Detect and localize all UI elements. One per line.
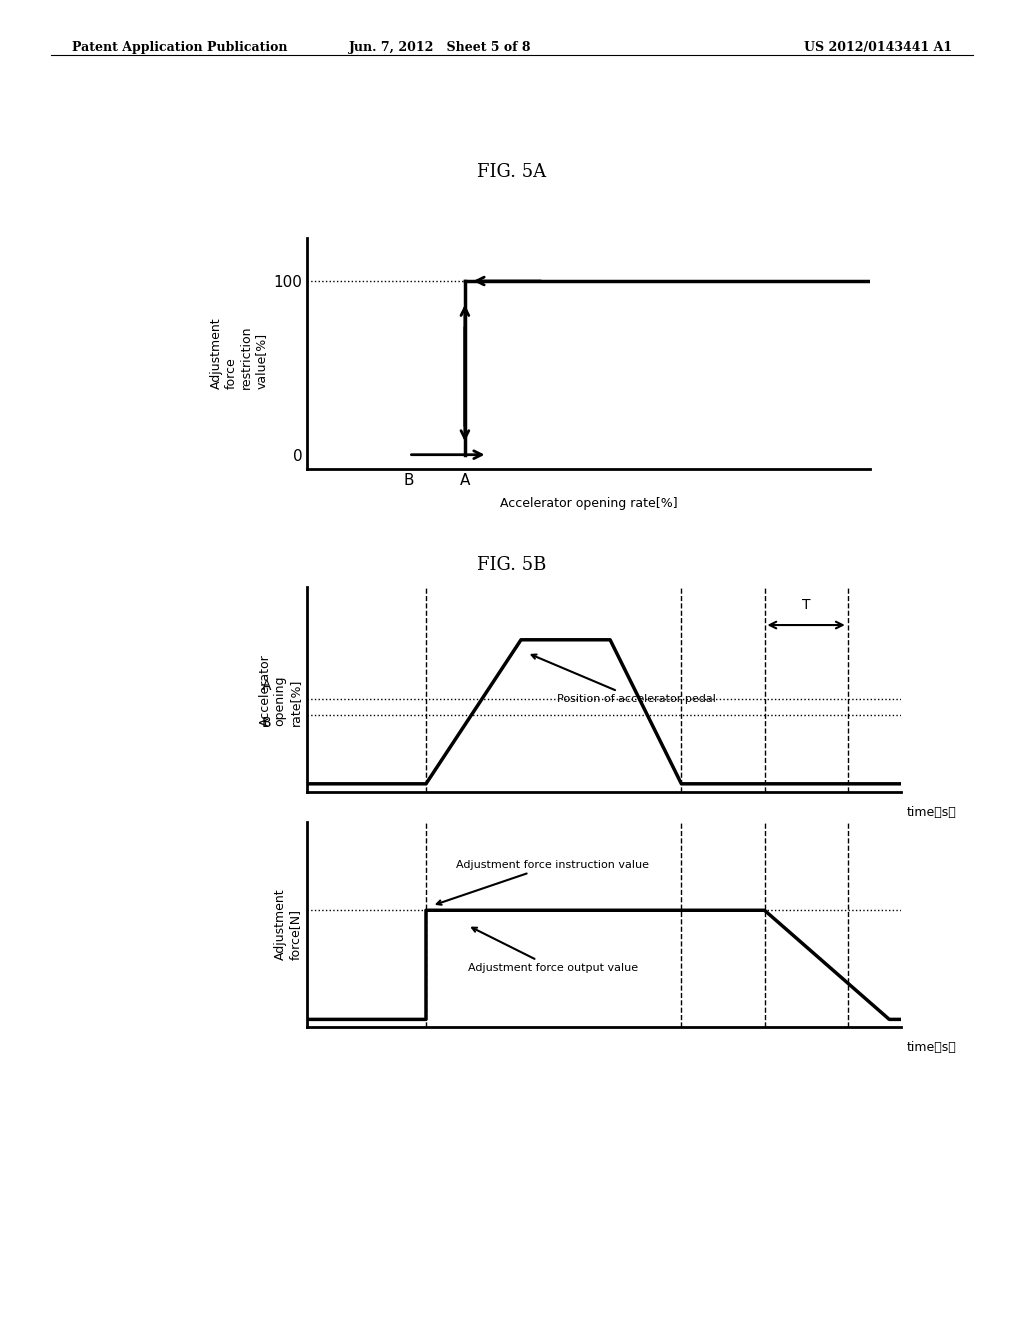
Text: time［s］: time［s］ bbox=[907, 1041, 956, 1053]
Text: FIG. 5A: FIG. 5A bbox=[477, 162, 547, 181]
Text: Adjustment force instruction value: Adjustment force instruction value bbox=[437, 859, 648, 904]
Text: T: T bbox=[802, 598, 810, 612]
Y-axis label: Adjustment
force[N]: Adjustment force[N] bbox=[273, 888, 302, 961]
Text: A: A bbox=[262, 678, 271, 693]
Text: US 2012/0143441 A1: US 2012/0143441 A1 bbox=[804, 41, 952, 54]
Text: Position of accelerator pedal: Position of accelerator pedal bbox=[531, 655, 716, 704]
Text: time［s］: time［s］ bbox=[907, 807, 956, 818]
Text: FIG. 5B: FIG. 5B bbox=[477, 556, 547, 574]
X-axis label: Accelerator opening rate[%]: Accelerator opening rate[%] bbox=[500, 496, 678, 510]
Text: Adjustment force output value: Adjustment force output value bbox=[468, 928, 638, 973]
Y-axis label: Adjustment
force
restriction
value[%]: Adjustment force restriction value[%] bbox=[210, 317, 268, 389]
Text: B: B bbox=[262, 717, 271, 730]
Y-axis label: Accelerator
opening
rate[%]: Accelerator opening rate[%] bbox=[259, 653, 302, 726]
Text: Jun. 7, 2012   Sheet 5 of 8: Jun. 7, 2012 Sheet 5 of 8 bbox=[349, 41, 531, 54]
Text: Patent Application Publication: Patent Application Publication bbox=[72, 41, 287, 54]
